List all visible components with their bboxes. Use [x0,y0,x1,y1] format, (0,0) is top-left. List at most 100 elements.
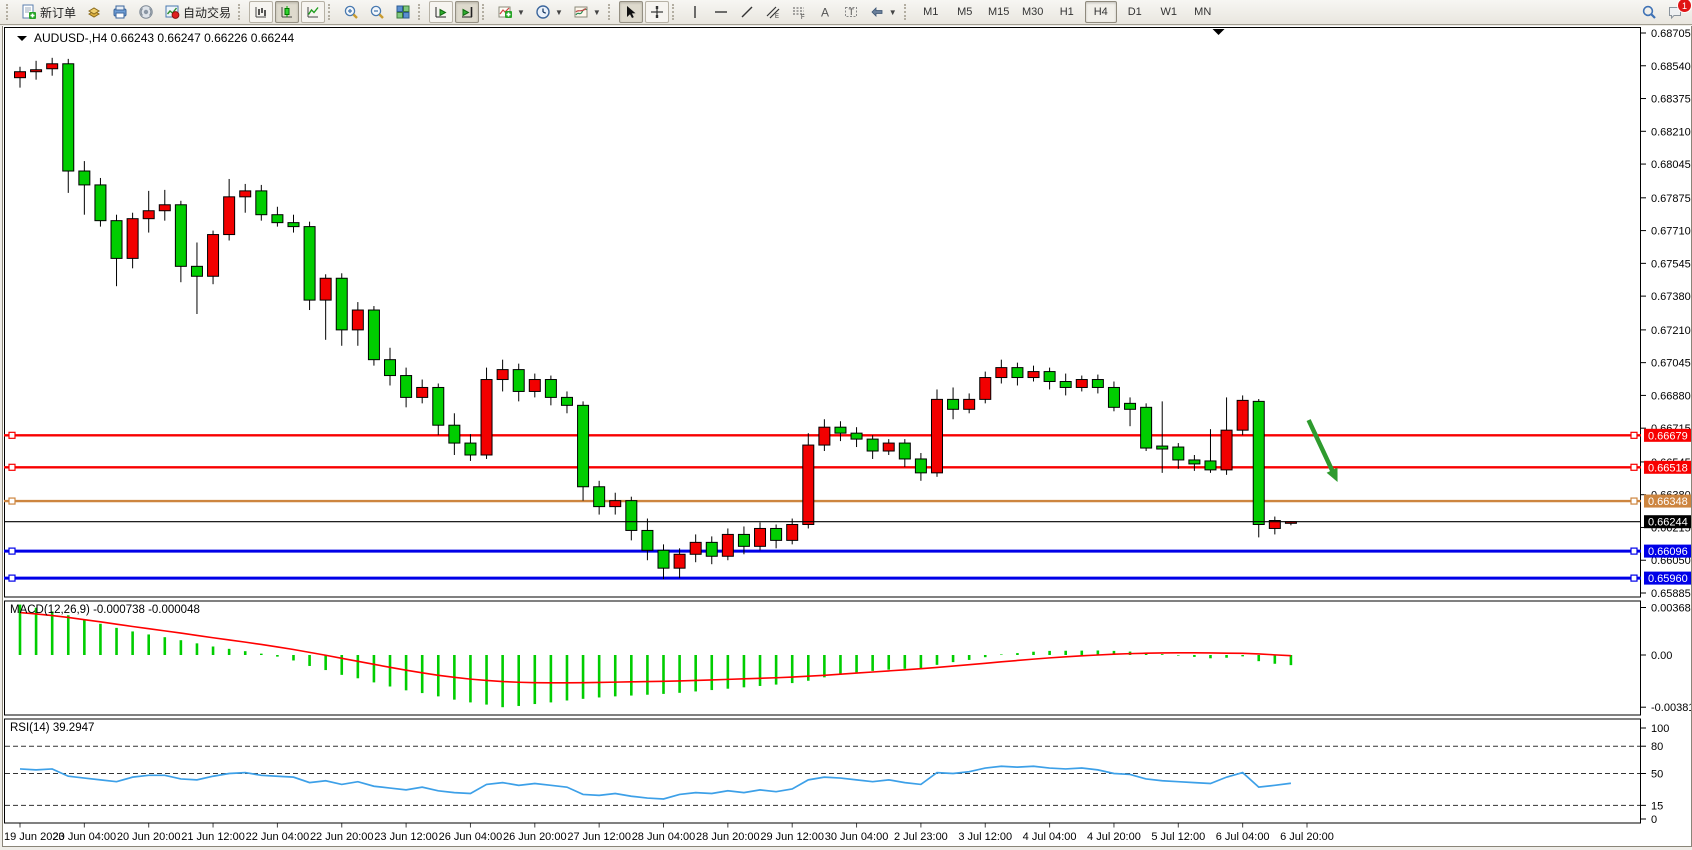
tile-windows-button[interactable] [391,1,415,23]
clock-icon [535,4,551,20]
chart-shift-icon [459,4,475,20]
svg-text:20 Jun 04:00: 20 Jun 04:00 [53,831,117,843]
line-handle[interactable] [8,463,16,471]
zoom-in-button[interactable] [339,1,363,23]
tab-timeframe-M5[interactable]: M5 [957,6,973,18]
gold-bars-button[interactable] [82,1,106,23]
svg-text:80: 80 [1651,741,1663,753]
print-preview-icon [112,4,128,20]
zoom-out-button[interactable] [365,1,389,23]
line-handle[interactable] [1630,431,1638,439]
auto-scroll-button[interactable] [429,1,454,23]
tab-timeframe-MN[interactable]: MN [1194,6,1212,18]
trendline-icon [739,4,755,20]
bar-chart-icon [253,4,269,20]
chevron-down-icon: ▼ [592,7,601,17]
candlestick-chart-button[interactable] [275,1,300,23]
line-handle[interactable] [8,431,16,439]
toolbar-grip[interactable] [418,4,423,20]
indicators-button[interactable]: ▼ [493,1,529,23]
timeframe-group: M1 M5 M15 M30 H1 H4 D1 W1 MN [914,1,1220,23]
line-handle[interactable] [8,574,16,582]
autotrade-label: 自动交易 [183,5,232,20]
toolbar-grip[interactable] [328,4,333,20]
crosshair-button[interactable] [644,1,669,23]
macd-label: MACD(12,26,9) -0.000738 -0.000048 [10,604,200,616]
line-handle[interactable] [1630,497,1638,505]
svg-text:0.65960: 0.65960 [1648,573,1688,585]
tab-timeframe-H4[interactable]: H4 [1084,1,1117,23]
svg-text:-0.00381: -0.00381 [1651,702,1691,714]
svg-text:0.00: 0.00 [1651,650,1672,662]
bar-chart-button[interactable] [249,1,274,23]
toolbar-grip[interactable] [482,4,487,20]
text-button[interactable]: A [813,1,837,23]
search-button[interactable] [1637,1,1661,23]
periods-button[interactable]: ▼ [531,1,567,23]
chart-canvas[interactable]: 0.68705 0.68540 0.68375 0.68210 0.68045 0.678… [3,26,1691,846]
line-handle[interactable] [1630,547,1638,555]
svg-text:22 Jun 04:00: 22 Jun 04:00 [246,831,310,843]
tab-timeframe-D1[interactable]: D1 [1127,6,1142,18]
line-handle[interactable] [1630,574,1638,582]
tab-timeframe-W1[interactable]: W1 [1160,6,1177,18]
line-chart-icon [305,4,321,20]
tab-timeframe-H1[interactable]: H1 [1059,6,1074,18]
svg-text:0.66096: 0.66096 [1648,546,1688,558]
line-handle[interactable] [8,497,16,505]
line-chart-button[interactable] [301,1,326,23]
crosshair-icon [649,4,665,20]
new-order-button[interactable]: 新订单 [17,1,80,23]
print-preview-button[interactable] [108,1,132,23]
price-axis[interactable]: 0.68705 0.68540 0.68375 0.68210 0.68045 0.678… [1641,28,1691,826]
toolbar-grip[interactable] [238,4,243,20]
svg-text:23 Jun 12:00: 23 Jun 12:00 [374,831,438,843]
price-line-label: 0.66348 [1644,494,1691,508]
macd-signal-line [19,611,1291,684]
toolbar-grip[interactable] [607,4,613,20]
text-label-button[interactable]: T [839,1,863,23]
svg-text:27 Jun 12:00: 27 Jun 12:00 [567,831,631,843]
arrow-objects-button[interactable]: ▼ [865,1,901,23]
horizontal-line-button[interactable] [709,1,733,23]
chart-shift-marker[interactable] [1212,29,1225,35]
broadcast-button[interactable] [134,1,158,23]
toolbar-grip[interactable] [6,4,11,20]
chart-shift-button[interactable] [455,1,480,23]
templates-button[interactable]: ▼ [569,1,605,23]
svg-text:28 Jun 04:00: 28 Jun 04:00 [632,831,696,843]
autotrade-button[interactable]: 自动交易 [160,1,235,23]
svg-text:0.66518: 0.66518 [1648,462,1688,474]
svg-text:0.66348: 0.66348 [1648,496,1688,508]
vertical-line-icon [687,4,703,20]
svg-text:50: 50 [1651,769,1663,781]
svg-text:0.67045: 0.67045 [1651,358,1691,370]
line-handle[interactable] [1630,463,1638,471]
svg-text:T: T [848,7,854,17]
cursor-button[interactable] [618,1,643,23]
equidistant-channel-button[interactable]: E [761,1,785,23]
toolbar-grip[interactable] [903,4,909,20]
annotation-arrow[interactable] [1306,419,1338,482]
toolbar-grip[interactable] [671,4,677,20]
equidistant-channel-icon: E [765,4,781,20]
notifications-button[interactable]: 1 [1663,0,1692,23]
fibonacci-button[interactable]: F [787,1,811,23]
new-order-icon [21,4,37,20]
svg-text:0.67210: 0.67210 [1651,325,1691,337]
chart-title: AUDUSD-,H4 0.66243 0.66247 0.66226 0.662… [17,31,295,45]
vertical-line-button[interactable] [683,1,707,23]
tab-timeframe-M15[interactable]: M15 [988,6,1010,18]
tab-timeframe-M1[interactable]: M1 [923,6,939,18]
notification-badge: 1 [1677,0,1692,13]
rsi-line [19,765,1292,800]
auto-scroll-icon [433,4,449,20]
tab-timeframe-M30[interactable]: M30 [1022,6,1044,18]
svg-text:26 Jun 20:00: 26 Jun 20:00 [503,831,567,843]
line-handle[interactable] [8,547,16,555]
trendline-button[interactable] [735,1,759,23]
svg-text:0.68705: 0.68705 [1651,28,1691,40]
svg-text:0.003684: 0.003684 [1651,603,1691,615]
one-click-collapse-icon[interactable] [17,36,27,41]
